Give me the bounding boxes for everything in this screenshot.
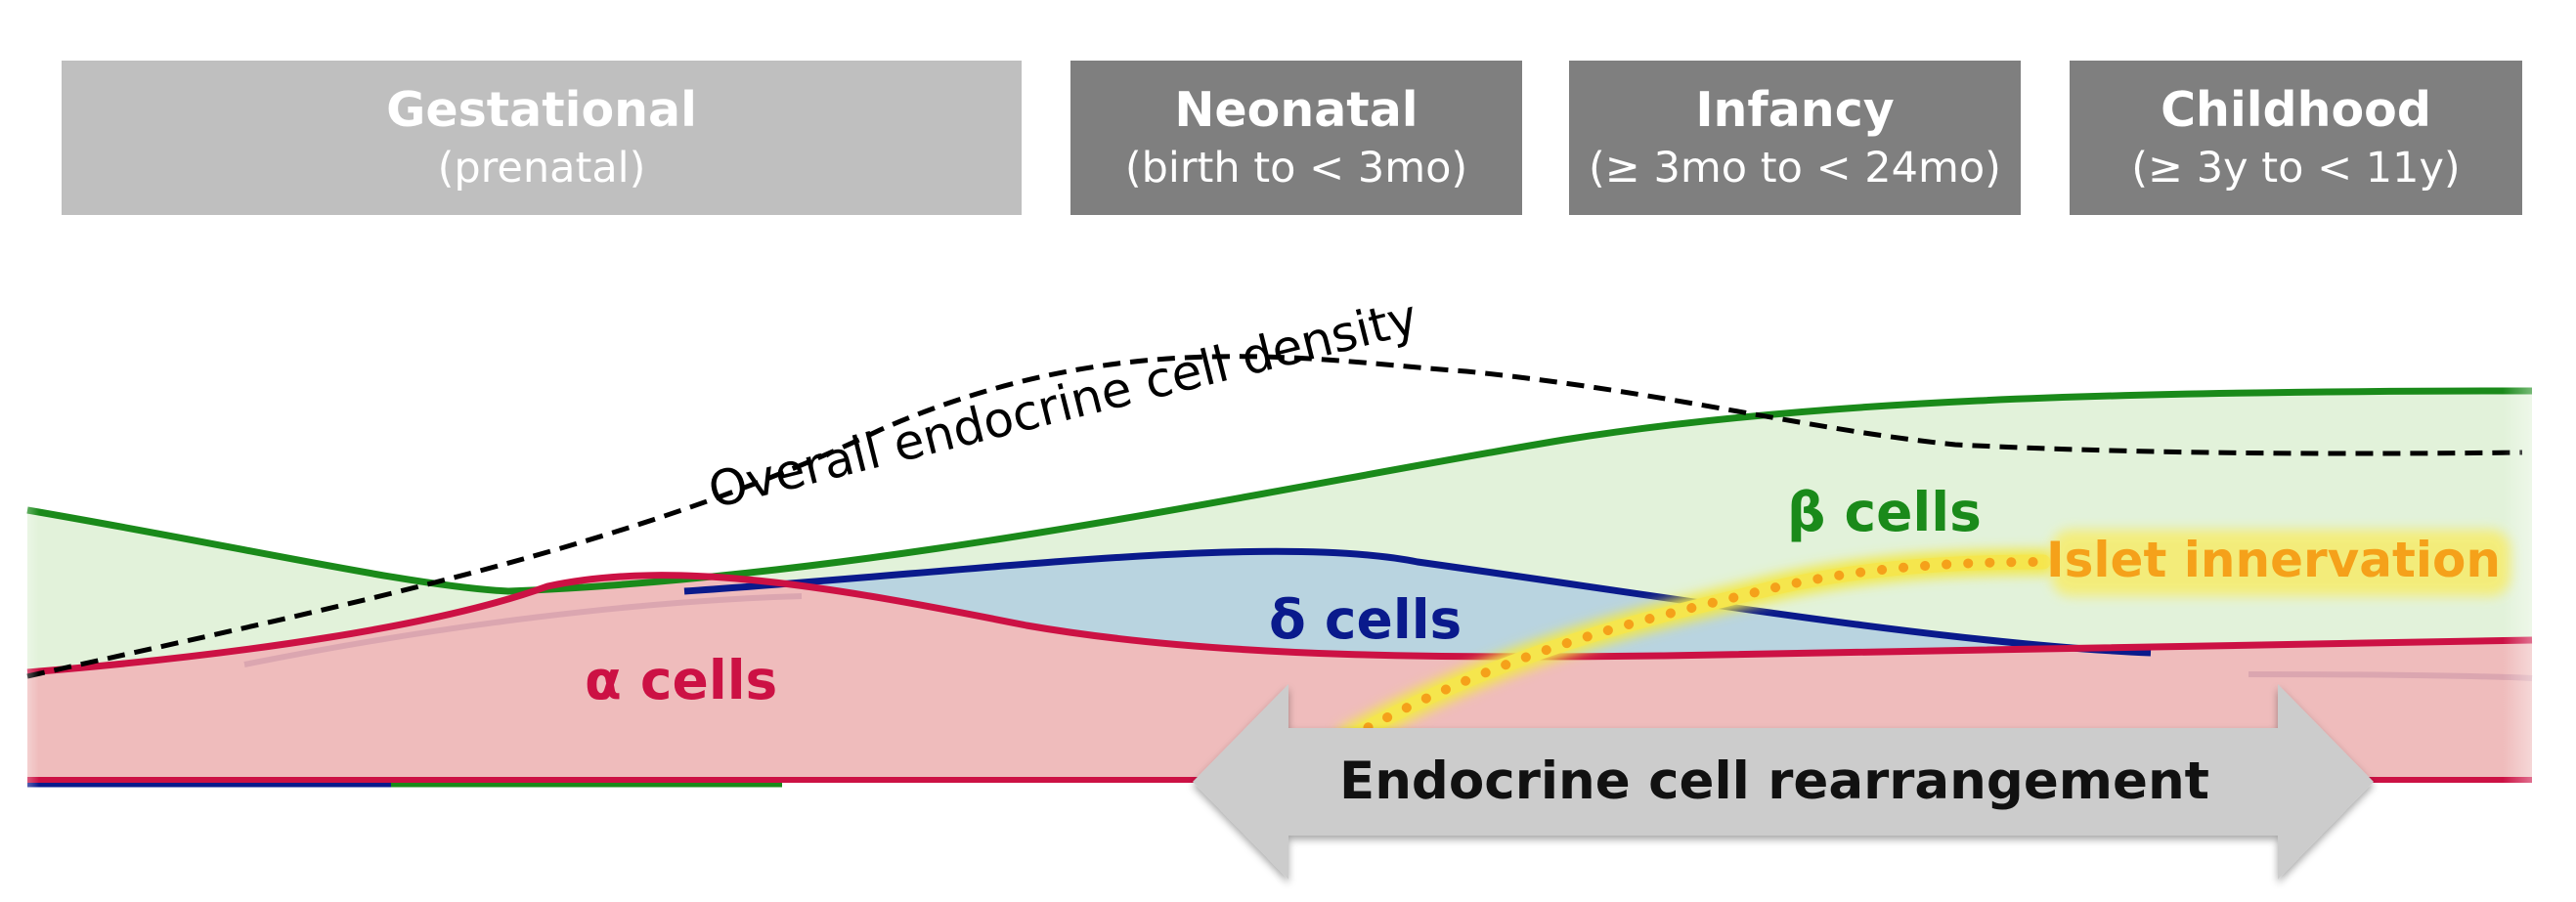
alpha-curve (26, 572, 2533, 676)
innervation-curve (1344, 557, 2048, 743)
innervation-label: Islet innervation (2046, 532, 2501, 588)
phase-title: Infancy (1695, 82, 1895, 138)
beta-label: β cells (1787, 481, 1982, 543)
delta-curve (683, 547, 2152, 657)
phase-title: Gestational (386, 82, 697, 138)
phase-subtitle: (≥ 3mo to < 24mo) (1589, 144, 2001, 193)
phase-childhood: Childhood (≥ 3y to < 11y) (2070, 61, 2522, 215)
alpha-label: α cells (585, 649, 777, 711)
phase-subtitle: (prenatal) (437, 144, 646, 193)
edge-fade-right (2503, 371, 2576, 801)
phase-title: Childhood (2161, 82, 2431, 138)
phase-subtitle: (birth to < 3mo) (1124, 144, 1468, 193)
innervation-label-highlight (2051, 530, 2511, 596)
phase-gestational: Gestational (prenatal) (62, 61, 1022, 215)
rearrangement-label: Endocrine cell rearrangement (1339, 752, 2209, 811)
delta-label: δ cells (1269, 588, 1462, 651)
beta-curve (26, 387, 2533, 595)
rearrangement-arrow (1193, 684, 2374, 880)
phase-subtitle: (≥ 3y to < 11y) (2131, 144, 2461, 193)
phase-title: Neonatal (1174, 82, 1419, 138)
edge-fade-left (0, 371, 39, 801)
density-curve (26, 354, 2523, 679)
phase-infancy: Infancy (≥ 3mo to < 24mo) (1569, 61, 2021, 215)
phase-neonatal: Neonatal (birth to < 3mo) (1070, 61, 1522, 215)
